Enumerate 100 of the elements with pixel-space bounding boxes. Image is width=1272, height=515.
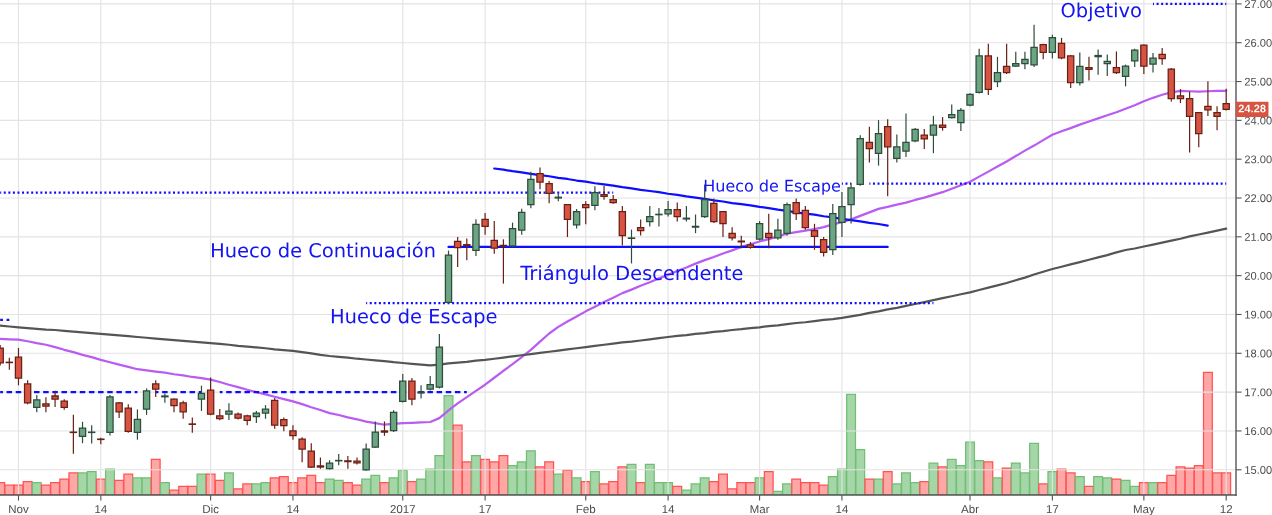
annotation: 24.28	[1238, 104, 1266, 113]
candlestick	[517, 208, 526, 235]
bar	[150, 458, 161, 495]
line-series	[493, 167, 889, 227]
x-tick-label: Mar	[750, 505, 770, 514]
candlestick	[792, 198, 800, 220]
candlestick	[508, 222, 517, 248]
x-tick-label: 14	[662, 505, 675, 514]
y-tick-label: 21.00	[1244, 233, 1272, 241]
candlestick	[591, 186, 599, 211]
candlestick	[490, 221, 498, 254]
candlestick	[298, 437, 306, 463]
x-tick-label: Dic	[203, 504, 219, 514]
candlestick	[865, 126, 874, 163]
x-tick-label: 14	[287, 505, 300, 514]
bar	[992, 477, 1003, 495]
y-tick-label: 22.00	[1244, 194, 1272, 203]
candlestick	[1048, 34, 1057, 59]
candlestick	[481, 212, 489, 235]
candlestick	[957, 108, 965, 132]
annotation: Hueco de Escape	[704, 179, 841, 195]
candlestick	[1076, 52, 1084, 86]
annotation: Hueco de Escape	[331, 308, 497, 328]
candlestick	[225, 403, 233, 420]
y-tick-label: 16.00	[1245, 427, 1272, 436]
candlestick	[133, 409, 142, 440]
x-tick-label: Nov	[9, 505, 29, 514]
candlestick	[1121, 64, 1130, 87]
candlestick	[408, 377, 416, 406]
candlestick	[883, 119, 892, 197]
candlestick	[389, 410, 398, 432]
bar	[928, 462, 939, 495]
annotation: Hueco de Continuación	[212, 241, 435, 258]
x-tick-label: Feb	[576, 504, 596, 514]
candlestick	[1204, 81, 1212, 116]
candlestick	[51, 390, 59, 408]
bar	[589, 471, 600, 495]
candlestick	[1112, 51, 1121, 74]
x-tick-label: 2017	[390, 505, 415, 514]
candlestick	[142, 388, 151, 415]
candlestick	[1185, 91, 1194, 153]
y-tick-label: 17.00	[1245, 388, 1272, 397]
candlestick	[14, 348, 23, 386]
x-tick-label: 14	[836, 505, 849, 514]
x-tick-label: 12	[1220, 505, 1233, 514]
candlestick	[69, 414, 78, 454]
candlestick	[582, 201, 590, 225]
candlestick	[161, 393, 169, 403]
candlestick	[499, 239, 508, 284]
candlestick	[362, 443, 370, 471]
candlestick	[42, 397, 50, 413]
candlestick	[78, 421, 87, 444]
candlestick	[399, 374, 407, 403]
candlestick	[755, 221, 764, 241]
bar	[196, 473, 207, 495]
line-series	[0, 89, 1228, 426]
line-series	[0, 227, 1228, 367]
x-tick-label: 17	[479, 505, 491, 514]
candlestick	[847, 183, 855, 224]
bar	[1111, 478, 1122, 495]
y-tick-label: 19.00	[1245, 310, 1272, 319]
candlestick	[1149, 52, 1157, 73]
bar	[223, 472, 234, 495]
bar	[983, 461, 994, 495]
candlestick	[646, 205, 654, 227]
y-tick-label: 15.00	[1245, 466, 1272, 474]
candlestick	[289, 425, 297, 440]
candlestick	[563, 203, 572, 238]
annotation: Objetivo	[1061, 2, 1141, 22]
candlestick	[371, 421, 380, 448]
x-tick-label: Abr	[961, 504, 979, 514]
candlestick	[929, 115, 938, 154]
candlestick	[1140, 44, 1148, 74]
candlestick	[1213, 106, 1221, 131]
candlestick	[23, 380, 32, 405]
candlestick	[1222, 88, 1230, 111]
candlestick	[536, 167, 544, 190]
candlestick	[819, 237, 828, 257]
x-tick-label: May	[1133, 505, 1155, 515]
bar	[379, 482, 390, 495]
candlestick	[572, 209, 581, 229]
candlestick	[1094, 49, 1102, 75]
bar	[159, 482, 170, 495]
candlestick	[307, 443, 316, 469]
candlestick	[874, 120, 883, 166]
bar	[882, 471, 893, 495]
candlestick	[545, 181, 553, 204]
y-tick-label: 27.00	[1244, 0, 1272, 9]
x-tick-label: 14	[95, 505, 107, 514]
candlestick	[810, 223, 819, 250]
candlestick	[417, 385, 425, 399]
candlestick	[993, 56, 1002, 88]
candlestick	[1085, 56, 1093, 81]
bar	[873, 478, 884, 495]
candlestick	[124, 404, 133, 433]
candlestick	[197, 385, 206, 411]
candlestick	[728, 227, 736, 241]
y-tick-label: 24.00	[1244, 116, 1272, 125]
bar	[763, 471, 774, 495]
bar	[1074, 475, 1085, 495]
